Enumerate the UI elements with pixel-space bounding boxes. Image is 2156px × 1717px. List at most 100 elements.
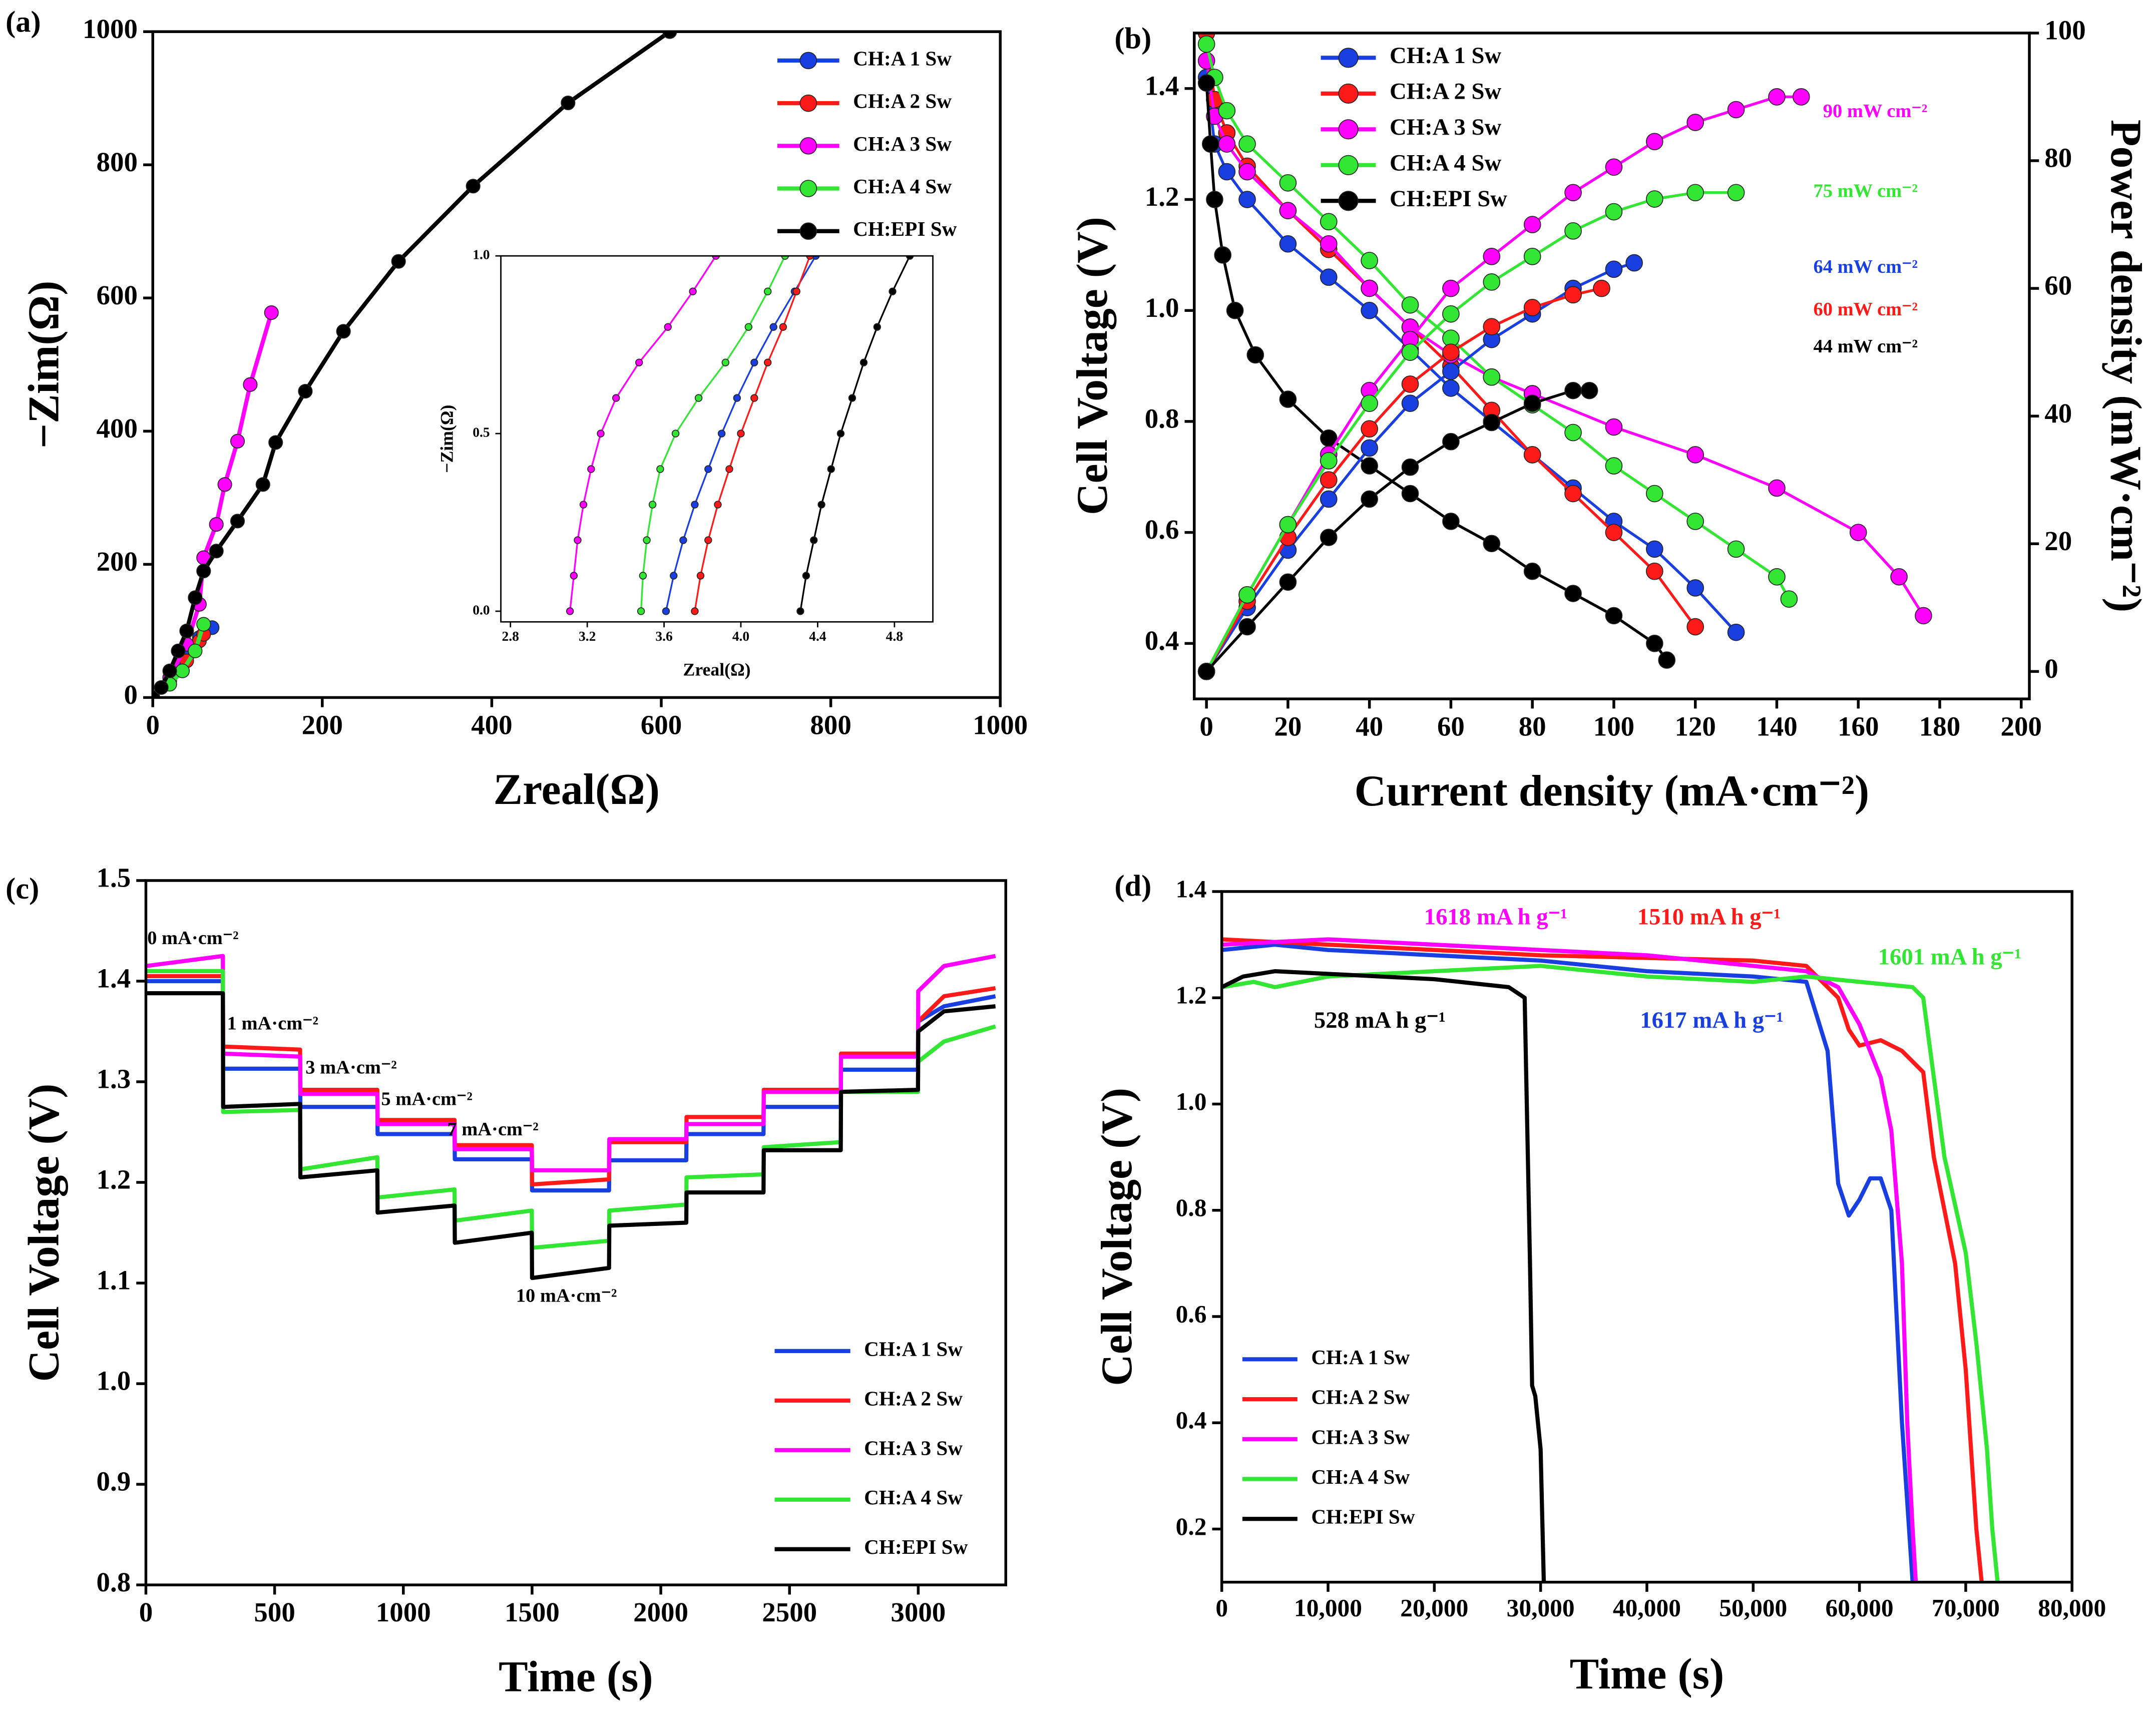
y2-tick-label: 60 <box>2044 270 2072 301</box>
marker <box>859 358 868 366</box>
marker <box>1401 485 1419 503</box>
series-line <box>1221 964 2000 1582</box>
y-axis-title: Cell Voltage (V) <box>1093 1088 1141 1386</box>
marker <box>1320 490 1338 508</box>
marker <box>1401 394 1419 412</box>
marker <box>1646 540 1663 558</box>
marker <box>1401 375 1419 393</box>
y-tick-label: 0.9 <box>97 1466 131 1497</box>
marker <box>1361 279 1378 297</box>
series-line <box>1205 95 1802 672</box>
marker <box>717 430 726 438</box>
y-tick-label: 0.0 <box>473 602 490 617</box>
x-tick-label: 3.6 <box>655 629 672 644</box>
annotation: 44 mW cm⁻² <box>1814 336 1918 357</box>
marker <box>792 287 800 295</box>
marker <box>1727 101 1745 119</box>
x-tick-label: 60 <box>1437 711 1465 741</box>
marker <box>1361 394 1378 412</box>
x-tick-label: 80 <box>1519 711 1546 741</box>
y-tick-label: 1.0 <box>1176 1088 1207 1115</box>
annotation: 528 mA h g⁻¹ <box>1314 1007 1446 1033</box>
annotation: 1601 mA h g⁻¹ <box>1878 944 2022 970</box>
annotation: 1510 mA h g⁻¹ <box>1637 904 1781 930</box>
marker <box>1246 346 1264 364</box>
marker <box>570 572 578 580</box>
x-tick-label: 80,000 <box>2038 1594 2106 1621</box>
marker <box>1625 254 1643 272</box>
marker <box>1218 135 1236 153</box>
marker <box>1279 390 1297 408</box>
plot-area <box>566 256 914 615</box>
y2-tick-label: 40 <box>2044 398 2072 428</box>
y-tick-label: 800 <box>97 147 138 177</box>
series-line <box>146 991 996 1280</box>
marker <box>1442 513 1460 530</box>
marker <box>1646 635 1663 652</box>
marker <box>635 358 643 366</box>
marker <box>1523 446 1541 464</box>
marker <box>1646 562 1663 580</box>
x-tick-label: 3000 <box>891 1597 946 1627</box>
marker <box>1646 133 1663 151</box>
marker <box>1483 535 1501 553</box>
legend-marker <box>799 94 817 112</box>
marker <box>153 690 160 698</box>
marker <box>1197 74 1215 92</box>
marker <box>196 564 211 579</box>
marker <box>889 287 897 295</box>
marker <box>689 287 697 295</box>
marker <box>648 501 657 509</box>
x-tick-label: 10,000 <box>1294 1594 1362 1621</box>
plot-area <box>153 32 677 698</box>
marker <box>1564 286 1582 304</box>
y-tick-label: 0.5 <box>473 424 490 440</box>
marker <box>750 394 758 402</box>
marker <box>1442 279 1460 297</box>
series-line <box>1221 942 1915 1582</box>
marker <box>781 256 789 260</box>
legend-marker <box>1338 155 1359 175</box>
marker <box>255 477 270 492</box>
marker <box>1483 318 1501 335</box>
x-tick-label: 180 <box>1919 711 1960 741</box>
legend-label: CH:A 3 Sw <box>853 132 952 155</box>
marker <box>721 358 730 366</box>
legend-marker <box>799 180 817 197</box>
legend-label: CH:A 4 Sw <box>864 1486 963 1509</box>
annotation: 5 mA·cm⁻² <box>381 1089 472 1110</box>
x-tick-label: 4.4 <box>809 629 826 644</box>
plot-frame <box>500 255 934 623</box>
y2-tick-label: 80 <box>2044 143 2072 173</box>
x-tick-label: 2.8 <box>502 629 519 644</box>
legend-label: CH:A 1 Sw <box>864 1337 963 1360</box>
marker <box>209 517 224 532</box>
marker <box>696 572 705 580</box>
marker <box>1442 379 1460 397</box>
marker <box>1564 381 1582 399</box>
marker <box>637 607 645 615</box>
marker <box>1686 446 1704 464</box>
panel-label: (b) <box>1114 22 1151 55</box>
marker <box>1646 485 1663 503</box>
marker <box>1792 88 1810 106</box>
marker <box>679 536 687 544</box>
marker <box>1483 273 1501 291</box>
marker <box>656 465 664 473</box>
y2-tick-label: 100 <box>2044 15 2085 46</box>
annotation: 1618 mA h g⁻¹ <box>1424 904 1568 930</box>
marker <box>1442 343 1460 361</box>
panel-label: (a) <box>6 5 41 39</box>
legend-label: CH:A 4 Sw <box>1311 1465 1410 1488</box>
legend: CH:A 1 Sw CH:A 2 Sw CH:A 3 Sw CH:A 4 Sw CH:E… <box>1321 43 1507 212</box>
marker <box>1361 490 1378 508</box>
marker <box>1238 586 1256 604</box>
marker <box>230 514 245 529</box>
y-tick-label: 600 <box>97 280 138 310</box>
marker <box>1442 362 1460 380</box>
y-tick-label: 1.3 <box>97 1064 131 1094</box>
legend-label: CH:A 3 Sw <box>1311 1425 1410 1448</box>
y-tick-label: 1.5 <box>97 863 131 893</box>
y-axis-title: Cell Voltage (V) <box>20 1084 69 1382</box>
marker <box>1238 618 1256 636</box>
